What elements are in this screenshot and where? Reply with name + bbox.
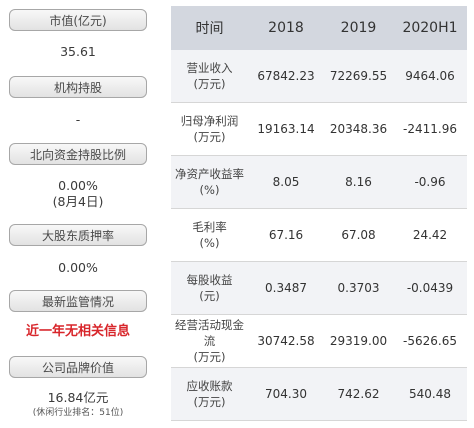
cell-2020h1: -5626.65 — [403, 334, 457, 348]
row-label: 应收账款 (万元) — [171, 378, 248, 410]
pledge-ratio-value: 0.00% — [58, 260, 98, 275]
row-label-unit: (万元) — [193, 130, 226, 144]
row-label-line1: 应收账款 — [186, 379, 233, 393]
northbound-ratio-value: 0.00% — [58, 178, 98, 193]
cell-2018: 19163.14 — [257, 122, 315, 136]
cell-2018: 0.3487 — [265, 281, 307, 295]
cell-2020h1: -0.0439 — [406, 281, 454, 295]
cell-2019: 0.3703 — [337, 281, 380, 295]
cell-2019: 72269.55 — [329, 69, 388, 83]
cell-2019: 8.16 — [345, 175, 372, 189]
table-row: 营业收入 (万元) 67842.23 72269.55 9464.06 — [171, 50, 467, 103]
row-label-unit: (万元) — [193, 350, 226, 364]
row-label-unit: (万元) — [193, 77, 226, 91]
institution-holding-label: 机构持股 — [9, 76, 147, 98]
row-label: 归母净利润 (万元) — [171, 113, 248, 145]
table-row: 净资产收益率 (%) 8.05 8.16 -0.96 — [171, 156, 467, 209]
cell-2020h1: 540.48 — [409, 387, 451, 401]
row-label-unit: (万元) — [193, 395, 226, 409]
row-label: 毛利率 (%) — [171, 219, 248, 251]
cell-2019: 67.08 — [341, 228, 376, 242]
market-cap-value: 35.61 — [60, 44, 96, 59]
row-label-line1: 毛利率 — [192, 220, 227, 234]
market-cap-label: 市值(亿元) — [9, 9, 147, 31]
cell-2018: 67.16 — [268, 228, 304, 242]
header-2020h1: 2020H1 — [402, 20, 458, 36]
row-label-line1: 营业收入 — [186, 61, 233, 75]
header-time: 时间 — [195, 21, 224, 37]
row-label-unit: (%) — [199, 183, 220, 197]
pledge-ratio-label: 大股东质押率 — [9, 224, 147, 246]
cell-2018: 704.30 — [265, 387, 307, 401]
header-2019: 2019 — [340, 20, 377, 36]
cell-2020h1: -2411.96 — [403, 122, 457, 136]
row-label-line1: 每股收益 — [186, 273, 233, 287]
regulation-value: 近一年无相关信息 — [25, 324, 130, 339]
cell-2018: 30742.58 — [257, 334, 315, 348]
row-label: 每股收益 (元) — [171, 272, 248, 304]
northbound-ratio-date: (8月4日) — [52, 194, 104, 209]
brand-value-label: 公司品牌价值 — [9, 356, 147, 378]
cell-2018: 8.05 — [272, 175, 300, 189]
row-label-unit: (%) — [199, 236, 220, 250]
table-row: 每股收益 (元) 0.3487 0.3703 -0.0439 — [171, 262, 467, 315]
row-label-unit: (元) — [199, 289, 220, 303]
table-header: 时间 2018 2019 2020H1 — [171, 6, 467, 50]
regulation-label: 最新监管情况 — [9, 290, 147, 312]
table-row: 应收账款 (万元) 704.30 742.62 540.48 — [171, 368, 467, 421]
cell-2020h1: 9464.06 — [405, 69, 455, 83]
brand-industry-rank: (休闲行业排名：51位) — [32, 408, 124, 418]
institution-holding-value: - — [75, 112, 81, 127]
northbound-ratio-label: 北向资金持股比例 — [9, 143, 147, 165]
row-label: 营业收入 (万元) — [171, 60, 248, 92]
cell-2019: 29319.00 — [329, 334, 388, 348]
table-body: 营业收入 (万元) 67842.23 72269.55 9464.06 归母净利润… — [171, 50, 467, 421]
table-row: 归母净利润 (万元) 19163.14 20348.36 -2411.96 — [171, 103, 467, 156]
sidebar-panel: 市值(亿元) 35.61 机构持股 - 北向资金持股比例 0.00% (8月4日… — [0, 0, 160, 428]
row-label: 净资产收益率 (%) — [171, 166, 248, 198]
header-2018: 2018 — [268, 20, 304, 36]
financial-table: 时间 2018 2019 2020H1 营业收入 (万元) 67842.23 72… — [171, 6, 467, 421]
table-row: 毛利率 (%) 67.16 67.08 24.42 — [171, 209, 467, 262]
table-row: 经营活动现金流 (万元) 30742.58 29319.00 -5626.65 — [171, 315, 467, 368]
cell-2020h1: -0.96 — [414, 175, 446, 189]
row-label-line1: 归母净利润 — [180, 114, 239, 128]
cell-2019: 20348.36 — [329, 122, 388, 136]
cell-2018: 67842.23 — [257, 69, 315, 83]
row-label: 经营活动现金流 (万元) — [171, 317, 248, 365]
cell-2019: 742.62 — [337, 387, 380, 401]
row-label-line1: 经营活动现金流 — [175, 318, 244, 348]
row-label-line1: 净资产收益率 — [175, 167, 244, 181]
brand-value: 16.84亿元 — [47, 390, 109, 405]
cell-2020h1: 24.42 — [412, 228, 448, 242]
